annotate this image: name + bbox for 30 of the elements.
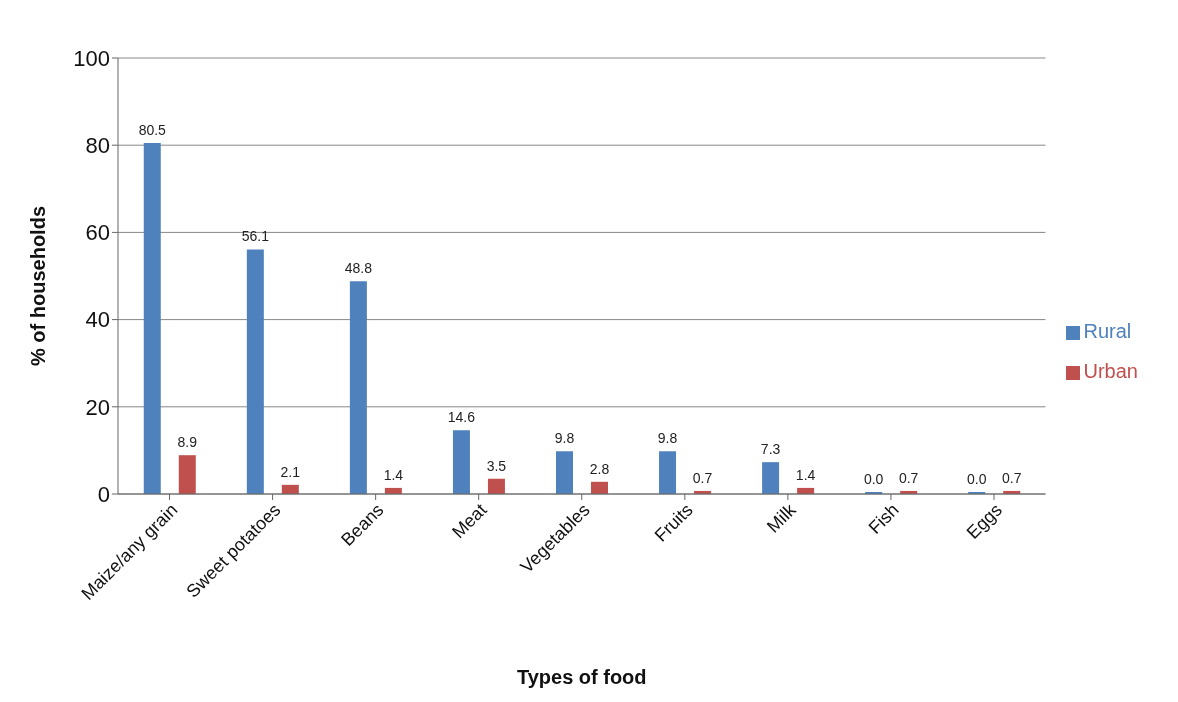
data-label: 0.7 (1001, 469, 1022, 486)
data-label: 9.8 (554, 430, 575, 447)
data-label: 9.8 (657, 430, 678, 447)
x-tick-label: Milk (762, 499, 801, 537)
data-label: 48.8 (344, 260, 373, 277)
y-axis-title: % of households (27, 206, 50, 366)
data-label: 3.5 (486, 457, 507, 474)
data-label: 14.6 (447, 409, 476, 426)
x-tick-label: Fish (864, 499, 903, 538)
data-label: 1.4 (383, 466, 404, 483)
y-tick-label: 60 (85, 220, 110, 246)
data-label: 0.0 (863, 471, 884, 487)
y-tick-label: 40 (85, 307, 110, 333)
data-label: 2.1 (280, 463, 301, 480)
legend-label: Rural (1083, 320, 1132, 342)
data-label: 80.5 (138, 122, 167, 139)
data-label: 7.3 (760, 441, 781, 458)
data-label: 1.4 (795, 466, 816, 483)
data-label: 8.9 (177, 434, 198, 451)
legend-label: Urban (1083, 360, 1138, 382)
data-label: 0.7 (898, 469, 919, 486)
y-tick-label: 0 (97, 481, 110, 507)
data-label: 0.0 (966, 471, 987, 487)
x-axis-title: Types of food (516, 666, 647, 688)
data-label: 2.8 (589, 460, 610, 477)
data-label: 0.7 (692, 469, 713, 486)
y-tick-label: 100 (73, 45, 110, 71)
y-tick-label: 20 (85, 394, 110, 420)
data-label: 56.1 (241, 228, 270, 245)
y-tick-label: 80 (85, 133, 110, 159)
